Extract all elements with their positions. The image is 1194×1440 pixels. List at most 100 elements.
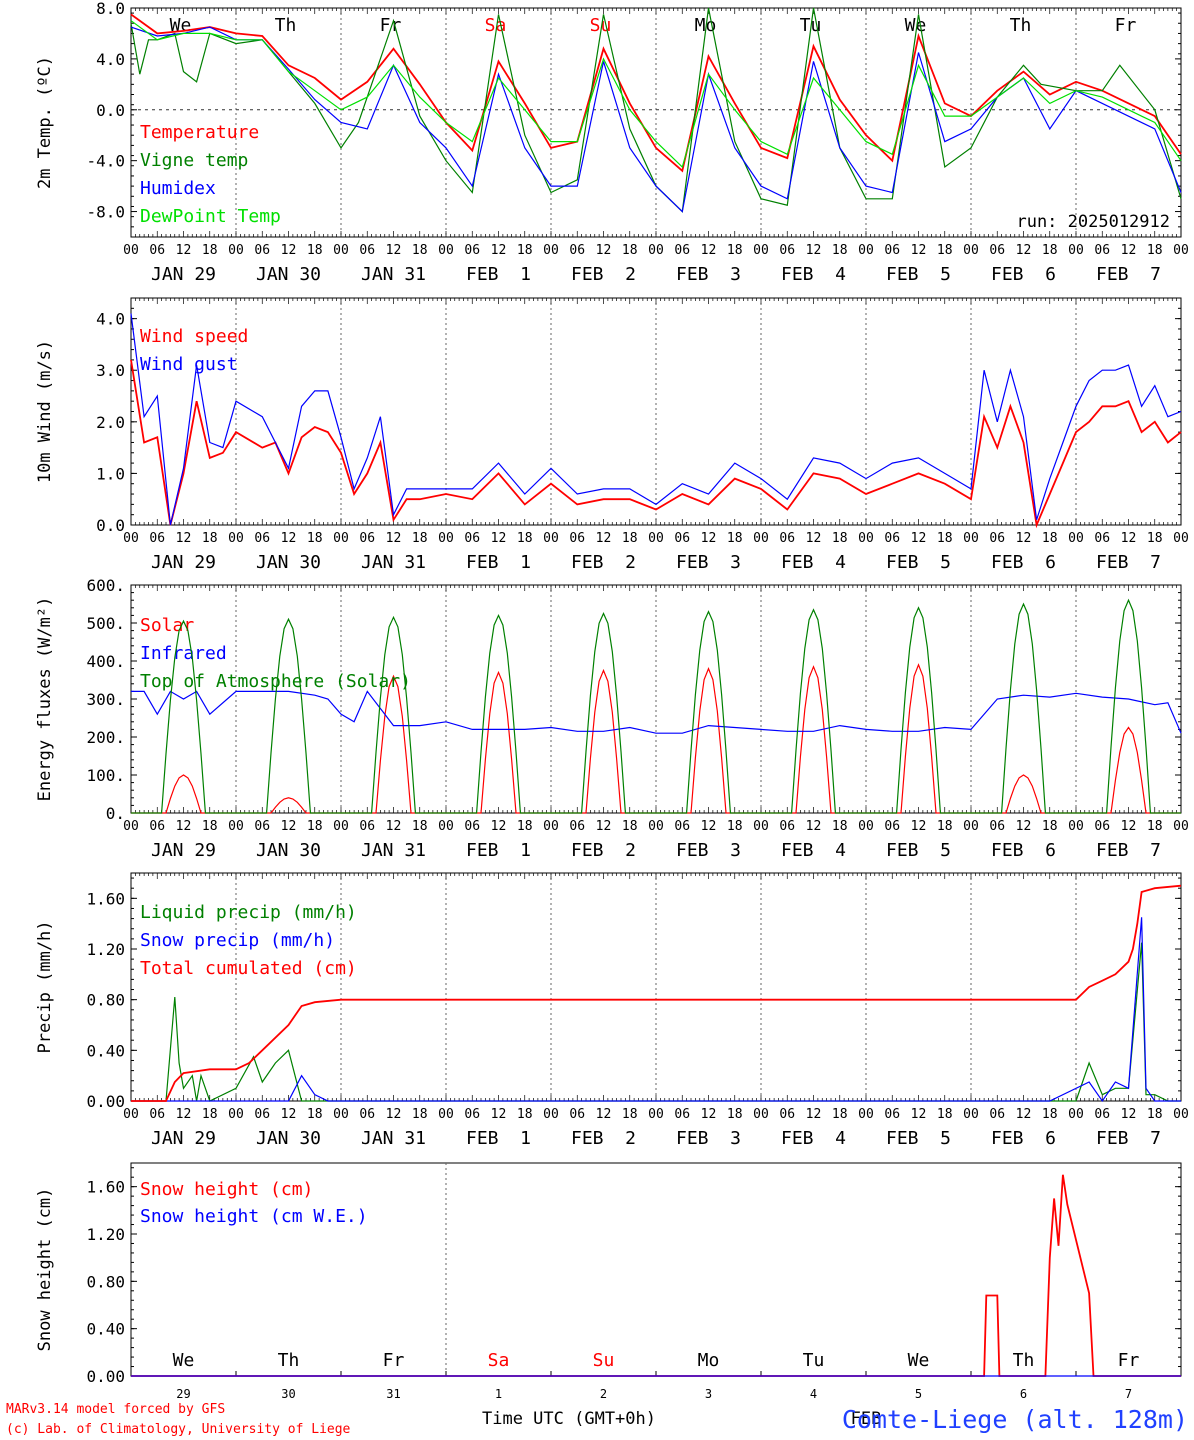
y-tick-label: 200. xyxy=(86,728,125,747)
x-hour-label: 00 xyxy=(1068,1107,1084,1122)
x-hour-label: 18 xyxy=(1147,531,1163,546)
x-hour-label: 12 xyxy=(806,531,822,546)
x-hour-label: 06 xyxy=(254,531,270,546)
weekday-label: Fr xyxy=(1118,1350,1140,1371)
legend-entry: Infrared xyxy=(140,643,227,664)
x-hour-label: 06 xyxy=(1094,1107,1110,1122)
x-hour-label: 06 xyxy=(1094,531,1110,546)
x-hour-label: 06 xyxy=(359,243,375,258)
y-axis-label: Snow height (cm) xyxy=(35,1188,55,1352)
x-day-number: 2 xyxy=(600,1387,607,1401)
series-line-3 xyxy=(130,20,1182,169)
x-hour-label: 12 xyxy=(806,243,822,258)
x-hour-label: 18 xyxy=(727,531,743,546)
x-hour-label: 00 xyxy=(438,243,454,258)
x-hour-label: 00 xyxy=(1173,819,1189,834)
x-hour-label: 06 xyxy=(674,243,690,258)
x-hour-label: 18 xyxy=(307,1107,323,1122)
y-tick-label: 500. xyxy=(86,614,125,633)
x-hour-label: 12 xyxy=(1016,819,1032,834)
y-tick-label: 4.0 xyxy=(96,310,125,329)
energy-panel: 0. 100. 200. 300. 400. 500. 600. Energy fluxes … xyxy=(35,576,1189,861)
x-hour-label: 18 xyxy=(202,531,218,546)
legend-entry: Solar xyxy=(140,615,194,636)
y-tick-label: 2.0 xyxy=(96,413,125,432)
x-date-label: JAN 31 xyxy=(361,1128,426,1149)
x-hour-label: 18 xyxy=(622,819,638,834)
x-day-number: 6 xyxy=(1020,1387,1027,1401)
x-date-label: JAN 29 xyxy=(151,552,216,573)
x-day-number: 31 xyxy=(386,1387,400,1401)
x-day-number: 4 xyxy=(810,1387,817,1401)
x-hour-label: 12 xyxy=(281,1107,297,1122)
x-date-label: FEB 4 xyxy=(781,1128,846,1149)
y-tick-label: 100. xyxy=(86,766,125,785)
series-line-2 xyxy=(131,884,1182,1102)
x-hour-label: 12 xyxy=(1121,531,1137,546)
x-hour-label: 00 xyxy=(648,243,664,258)
x-hour-label: 18 xyxy=(1042,243,1058,258)
y-tick-label: 0.80 xyxy=(86,1272,125,1291)
weekday-label: We xyxy=(908,1350,930,1371)
x-hour-label: 00 xyxy=(753,531,769,546)
x-hour-label: 06 xyxy=(464,819,480,834)
x-date-label: FEB 4 xyxy=(781,840,846,861)
y-tick-label: 0.00 xyxy=(86,1367,125,1386)
x-date-label: FEB 1 xyxy=(466,1128,531,1149)
x-hour-label: 06 xyxy=(989,243,1005,258)
x-hour-label: 00 xyxy=(1068,819,1084,834)
x-date-label: FEB 3 xyxy=(676,840,741,861)
x-hour-label: 18 xyxy=(412,531,428,546)
x-date-label: FEB 1 xyxy=(466,552,531,573)
weekday-label: Th xyxy=(1010,15,1032,36)
legend-entry: Total cumulated (cm) xyxy=(140,958,357,979)
series-line-2 xyxy=(131,598,1181,814)
weekday-label: Mo xyxy=(698,1350,720,1371)
x-hour-label: 12 xyxy=(701,243,717,258)
x-hour-label: 06 xyxy=(149,531,165,546)
x-hour-label: 12 xyxy=(806,1107,822,1122)
weekday-label: Fr xyxy=(1115,15,1137,36)
x-hour-label: 06 xyxy=(464,243,480,258)
legend-entry: Wind gust xyxy=(140,354,238,375)
x-hour-label: 12 xyxy=(491,243,507,258)
y-tick-label: 0. xyxy=(106,804,125,823)
y-tick-label: 1.20 xyxy=(86,1225,125,1244)
legend-entry: Snow precip (mm/h) xyxy=(140,930,335,951)
x-hour-label: 18 xyxy=(307,243,323,258)
x-date-label: FEB 2 xyxy=(571,264,636,285)
x-hour-label: 06 xyxy=(779,243,795,258)
x-hour-label: 12 xyxy=(281,531,297,546)
x-hour-label: 18 xyxy=(307,819,323,834)
x-hour-label: 06 xyxy=(464,531,480,546)
series-line-2 xyxy=(130,26,1182,213)
x-hour-label: 06 xyxy=(1094,243,1110,258)
x-hour-label: 12 xyxy=(281,819,297,834)
legend-entry: Temperature xyxy=(140,122,259,143)
x-date-label: FEB 6 xyxy=(991,264,1056,285)
x-date-label: FEB 7 xyxy=(1096,552,1161,573)
weekday-label: We xyxy=(173,1350,195,1371)
x-hour-label: 18 xyxy=(202,819,218,834)
x-hour-label: 12 xyxy=(176,1107,192,1122)
legend-entry: Snow height (cm) xyxy=(140,1179,313,1200)
x-hour-label: 18 xyxy=(832,243,848,258)
series-line-1 xyxy=(131,917,1181,1103)
x-hour-label: 12 xyxy=(1121,819,1137,834)
x-hour-label: 00 xyxy=(228,243,244,258)
x-date-label: FEB 7 xyxy=(1096,840,1161,861)
weekday-label: Sa xyxy=(485,15,507,36)
x-hour-label: 12 xyxy=(911,243,927,258)
y-tick-label: 0.80 xyxy=(86,991,125,1010)
weekday-label: Th xyxy=(278,1350,300,1371)
x-hour-label: 18 xyxy=(517,531,533,546)
x-hour-label: 12 xyxy=(1121,243,1137,258)
x-hour-label: 18 xyxy=(727,243,743,258)
x-date-label: JAN 30 xyxy=(256,552,321,573)
y-tick-label: 0.40 xyxy=(86,1041,125,1060)
x-hour-label: 00 xyxy=(858,243,874,258)
x-date-label: FEB 6 xyxy=(991,1128,1056,1149)
x-hour-label: 12 xyxy=(386,819,402,834)
y-axis-label: Precip (mm/h) xyxy=(35,920,55,1053)
x-hour-label: 12 xyxy=(911,531,927,546)
